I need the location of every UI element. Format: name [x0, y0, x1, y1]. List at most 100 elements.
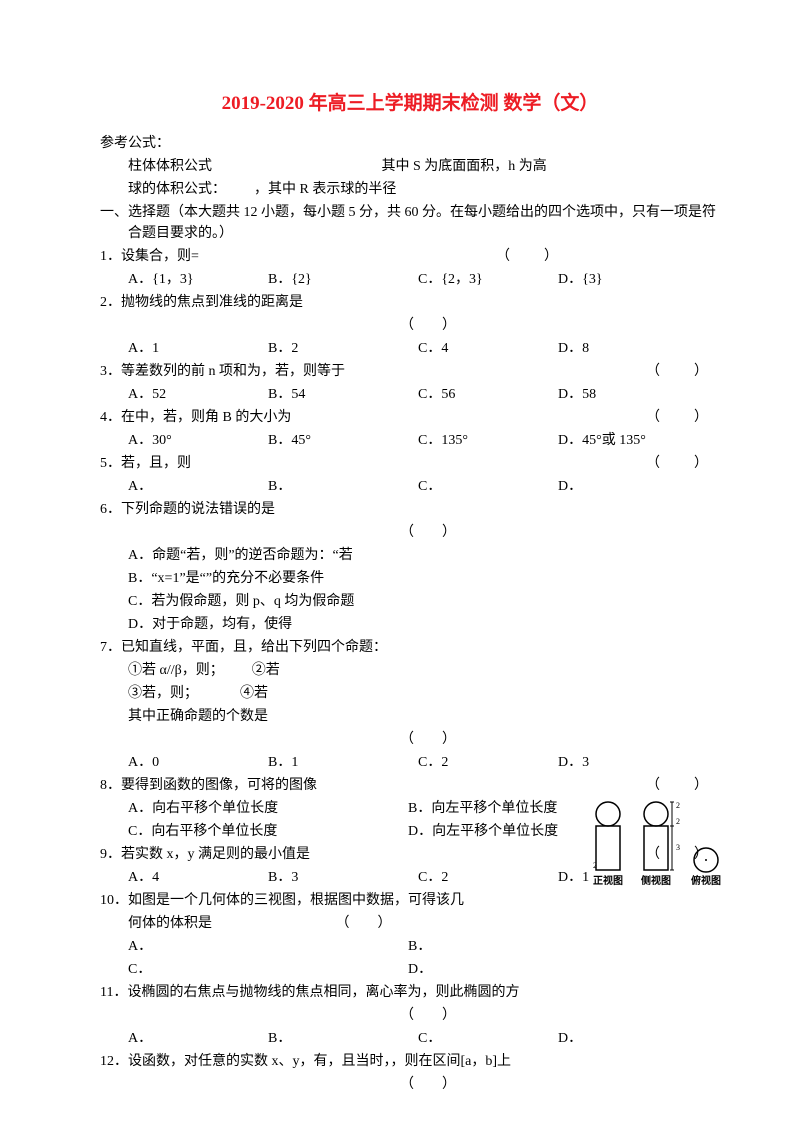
q11-options: A． B． C． D．: [100, 1028, 720, 1049]
q3-options: A．52 B．54 C．56 D．58: [100, 384, 720, 405]
q3-C: C．56: [418, 384, 558, 405]
q2-A: A．1: [128, 338, 268, 359]
q11-paren-line: （ ）: [100, 1005, 720, 1026]
q2-B: B．2: [268, 338, 418, 359]
q10-D: D．: [408, 959, 432, 980]
q3-B: B．54: [268, 384, 418, 405]
q9-A: A．4: [128, 867, 268, 888]
q2-paren-line: （ ）: [100, 315, 720, 336]
q8-B: B．向左平移个单位长度: [408, 798, 557, 819]
q9-C: C．2: [418, 867, 558, 888]
q9-text: 9．若实数 x，y 满足则的最小值是: [100, 847, 310, 862]
q2-C: C．4: [418, 338, 558, 359]
q7-l3: 其中正确命题的个数是: [100, 706, 720, 727]
q10-A: A．: [128, 936, 408, 957]
q6-stem: 6．下列命题的说法错误的是: [100, 499, 720, 520]
q6-paren-line: （ ）: [100, 522, 720, 543]
q7-stem: 7．已知直线，平面，且，给出下列四个命题：: [100, 637, 720, 658]
q1-stem: 1．设集合，则= （ ）: [100, 246, 720, 267]
q10-B: B．: [408, 936, 431, 957]
q11-paren: （ ）: [400, 1008, 456, 1023]
q8-A: A．向右平移个单位长度: [128, 798, 408, 819]
q6-paren: （ ）: [400, 525, 456, 540]
side-label: 侧视图: [641, 874, 671, 887]
q7-options: A．0 B．1 C．2 D．3: [100, 752, 720, 773]
q10-stem2-text: 何体的体积是: [128, 916, 212, 931]
q6-D: D．对于命题，均有，使得: [100, 614, 720, 635]
q12-paren-line: （ ）: [100, 1074, 720, 1095]
side-view: 侧视图 2 2 3: [641, 801, 680, 887]
q5-A: A．: [128, 476, 268, 497]
front-view: 正视图 2: [593, 802, 623, 887]
q6-B: B．“x=1”是“”的充分不必要条件: [100, 568, 720, 589]
q7-D: D．3: [558, 752, 589, 773]
q2-paren: （ ）: [400, 318, 456, 333]
formula-row-1: 柱体体积公式 其中 S 为底面面积，h 为高: [100, 156, 720, 177]
q3-A: A．52: [128, 384, 268, 405]
formula-header: 参考公式：: [100, 133, 720, 154]
q12-stem: 12．设函数，对任意的实数 x、y，有，且当时，，则在区间[a，b]上: [100, 1051, 720, 1072]
q10-paren: （ ）: [336, 916, 392, 931]
q1-C: C．{2，3}: [418, 269, 558, 290]
q4-stem: 4．在中，若，则角 B 的大小为 （ ）: [100, 407, 720, 428]
q7-paren: （ ）: [400, 732, 456, 747]
q11-D: D．: [558, 1028, 582, 1049]
section-1-header: 一、选择题（本大题共 12 小题，每小题 5 分，共 60 分。在每小题给出的四…: [100, 202, 720, 244]
front-label: 正视图: [593, 874, 623, 887]
q4-A: A．30°: [128, 430, 268, 451]
three-view-diagram: 正视图 2 侧视图 2 2 3 俯视图: [590, 800, 730, 915]
q8-D: D．向左平移个单位长度: [408, 821, 558, 842]
q10-row1: A． B．: [100, 936, 720, 957]
formula-1a: 柱体体积公式: [128, 156, 378, 177]
formula-1b: 其中 S 为底面面积，h 为高: [382, 159, 547, 174]
top-label: 俯视图: [691, 874, 721, 887]
q10-stem2: 何体的体积是 （ ）: [100, 913, 720, 934]
q2-stem: 2．抛物线的焦点到准线的距离是: [100, 292, 720, 313]
q10-row2: C． D．: [100, 959, 720, 980]
q5-paren: （ ）: [646, 453, 710, 474]
q7-paren-line: （ ）: [100, 729, 720, 750]
side-dim-h: 3: [676, 843, 680, 852]
q8-stem: 8．要得到函数的图像，可将的图像 （ ）: [100, 775, 720, 796]
q5-text: 5．若，且，则: [100, 456, 191, 471]
q7-l2: ③若，则； ④若: [100, 683, 720, 704]
q7-l1: ①若 α//β，则； ②若: [100, 660, 720, 681]
q3-stem: 3．等差数列的前 n 项和为，若，则等于 （ ）: [100, 361, 720, 382]
q9-B: B．3: [268, 867, 418, 888]
q1-D: D．{3}: [558, 269, 603, 290]
q3-text: 3．等差数列的前 n 项和为，若，则等于: [100, 364, 345, 379]
q8-paren: （ ）: [646, 775, 710, 796]
q12-paren: （ ）: [400, 1077, 456, 1092]
q4-D: D．45°或 135°: [558, 430, 646, 451]
q11-C: C．: [418, 1028, 558, 1049]
q8-text: 8．要得到函数的图像，可将的图像: [100, 778, 317, 793]
q2-D: D．8: [558, 338, 589, 359]
q7-B: B．1: [268, 752, 418, 773]
q5-options: A． B． C． D．: [100, 476, 720, 497]
q4-B: B．45°: [268, 430, 418, 451]
q11-stem: 11．设椭圆的右焦点与抛物线的焦点相同，离心率为，则此椭圆的方: [100, 982, 720, 1003]
q6-A: A．命题“若，则”的逆否命题为：“若: [100, 545, 720, 566]
q3-paren: （ ）: [646, 361, 710, 382]
q1-text: 1．设集合，则=: [100, 249, 199, 264]
q4-C: C．135°: [418, 430, 558, 451]
q4-options: A．30° B．45° C．135° D．45°或 135°: [100, 430, 720, 451]
top-view: 俯视图: [691, 848, 721, 887]
q2-options: A．1 B．2 C．4 D．8: [100, 338, 720, 359]
q3-D: D．58: [558, 384, 596, 405]
q7-A: A．0: [128, 752, 268, 773]
q5-C: C．: [418, 476, 558, 497]
q4-text: 4．在中，若，则角 B 的大小为: [100, 410, 291, 425]
q10-C: C．: [128, 959, 408, 980]
q1-A: A．{1，3}: [128, 269, 268, 290]
q1-options: A．{1，3} B．{2} C．{2，3} D．{3}: [100, 269, 720, 290]
q11-A: A．: [128, 1028, 268, 1049]
q9-D: D．1: [558, 867, 589, 888]
q7-C: C．2: [418, 752, 558, 773]
q5-D: D．: [558, 476, 582, 497]
q11-B: B．: [268, 1028, 418, 1049]
q4-paren: （ ）: [646, 407, 710, 428]
q1-B: B．{2}: [268, 269, 418, 290]
exam-title: 2019-2020 年高三上学期期末检测 数学（文）: [100, 90, 720, 119]
q6-C: C．若为假命题，则 p、q 均为假命题: [100, 591, 720, 612]
